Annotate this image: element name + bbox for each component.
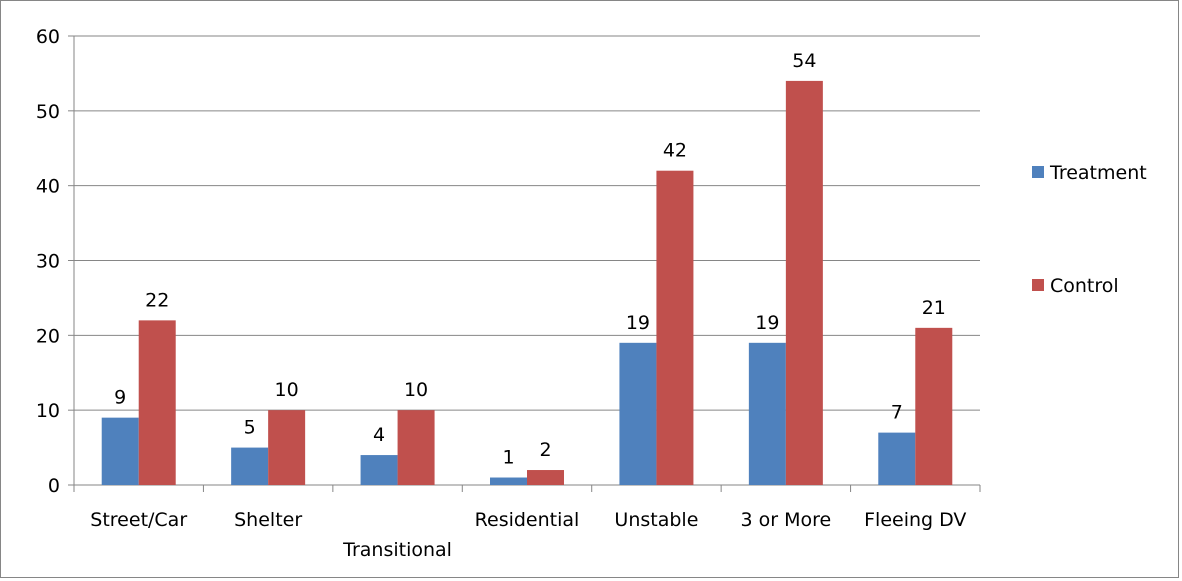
legend-item-control: Control bbox=[1032, 275, 1119, 297]
data-label-control-transitional: 10 bbox=[404, 379, 428, 401]
legend-swatch-control bbox=[1032, 279, 1044, 291]
bar-treatment-street-car bbox=[101, 417, 139, 485]
data-label-treatment-unstable: 19 bbox=[626, 312, 650, 334]
x-tick-label-residential: Residential bbox=[475, 509, 580, 531]
legend-item-treatment: Treatment bbox=[1032, 162, 1147, 184]
data-label-treatment-3-or-more: 19 bbox=[755, 312, 779, 334]
data-label-treatment-shelter: 5 bbox=[244, 417, 256, 439]
y-tick-label-20: 20 bbox=[36, 325, 60, 347]
data-label-treatment-transitional: 4 bbox=[373, 424, 385, 446]
bar-control-fleeing-dv bbox=[915, 327, 953, 485]
y-tick-label-10: 10 bbox=[36, 400, 60, 422]
y-tick-label-50: 50 bbox=[36, 101, 60, 123]
x-tick-label-street-car: Street/Car bbox=[90, 509, 187, 531]
bar-control-shelter bbox=[268, 410, 306, 485]
data-label-treatment-fleeing-dv: 7 bbox=[891, 402, 903, 424]
y-tick-label-0: 0 bbox=[48, 475, 60, 497]
bar-control-3-or-more bbox=[785, 80, 823, 486]
bar-treatment-3-or-more bbox=[748, 342, 786, 485]
bars bbox=[101, 80, 953, 486]
bar-control-transitional bbox=[397, 410, 435, 485]
bar-treatment-shelter bbox=[231, 447, 269, 485]
x-tick-label-transitional: Transitional bbox=[342, 539, 452, 561]
data-label-control-shelter: 10 bbox=[275, 379, 299, 401]
legend-swatch-treatment bbox=[1032, 166, 1044, 178]
data-label-control-street-car: 22 bbox=[145, 289, 169, 311]
x-tick-label-shelter: Shelter bbox=[234, 509, 302, 531]
gridlines bbox=[74, 35, 980, 411]
bar-treatment-fleeing-dv bbox=[878, 432, 916, 485]
data-label-treatment-street-car: 9 bbox=[114, 387, 126, 409]
y-tick-label-60: 60 bbox=[36, 26, 60, 48]
data-label-control-unstable: 42 bbox=[663, 140, 687, 162]
x-tick-label-fleeing-dv: Fleeing DV bbox=[864, 509, 966, 531]
bar-treatment-transitional bbox=[360, 455, 398, 485]
bar-control-unstable bbox=[656, 170, 694, 485]
bar-treatment-unstable bbox=[619, 342, 657, 485]
bar-control-residential bbox=[527, 470, 564, 485]
data-label-control-3-or-more: 54 bbox=[792, 50, 816, 72]
data-label-control-fleeing-dv: 21 bbox=[922, 297, 946, 319]
x-tick-label-unstable: Unstable bbox=[614, 509, 698, 531]
data-labels: 9 22 5 10 4 10 1 2 19 42 19 54 7 21 bbox=[114, 50, 946, 469]
y-tick-label-40: 40 bbox=[36, 176, 60, 198]
data-label-treatment-residential: 1 bbox=[502, 447, 514, 469]
legend-label-control: Control bbox=[1050, 275, 1119, 297]
x-tick-label-3-or-more: 3 or More bbox=[740, 509, 831, 531]
bar-control-street-car bbox=[138, 320, 176, 485]
legend-label-treatment: Treatment bbox=[1049, 162, 1147, 184]
legend: Treatment Control bbox=[1032, 162, 1147, 297]
bar-treatment-residential bbox=[490, 477, 527, 485]
data-label-control-residential: 2 bbox=[539, 439, 551, 461]
y-tick-label-30: 30 bbox=[36, 251, 60, 273]
